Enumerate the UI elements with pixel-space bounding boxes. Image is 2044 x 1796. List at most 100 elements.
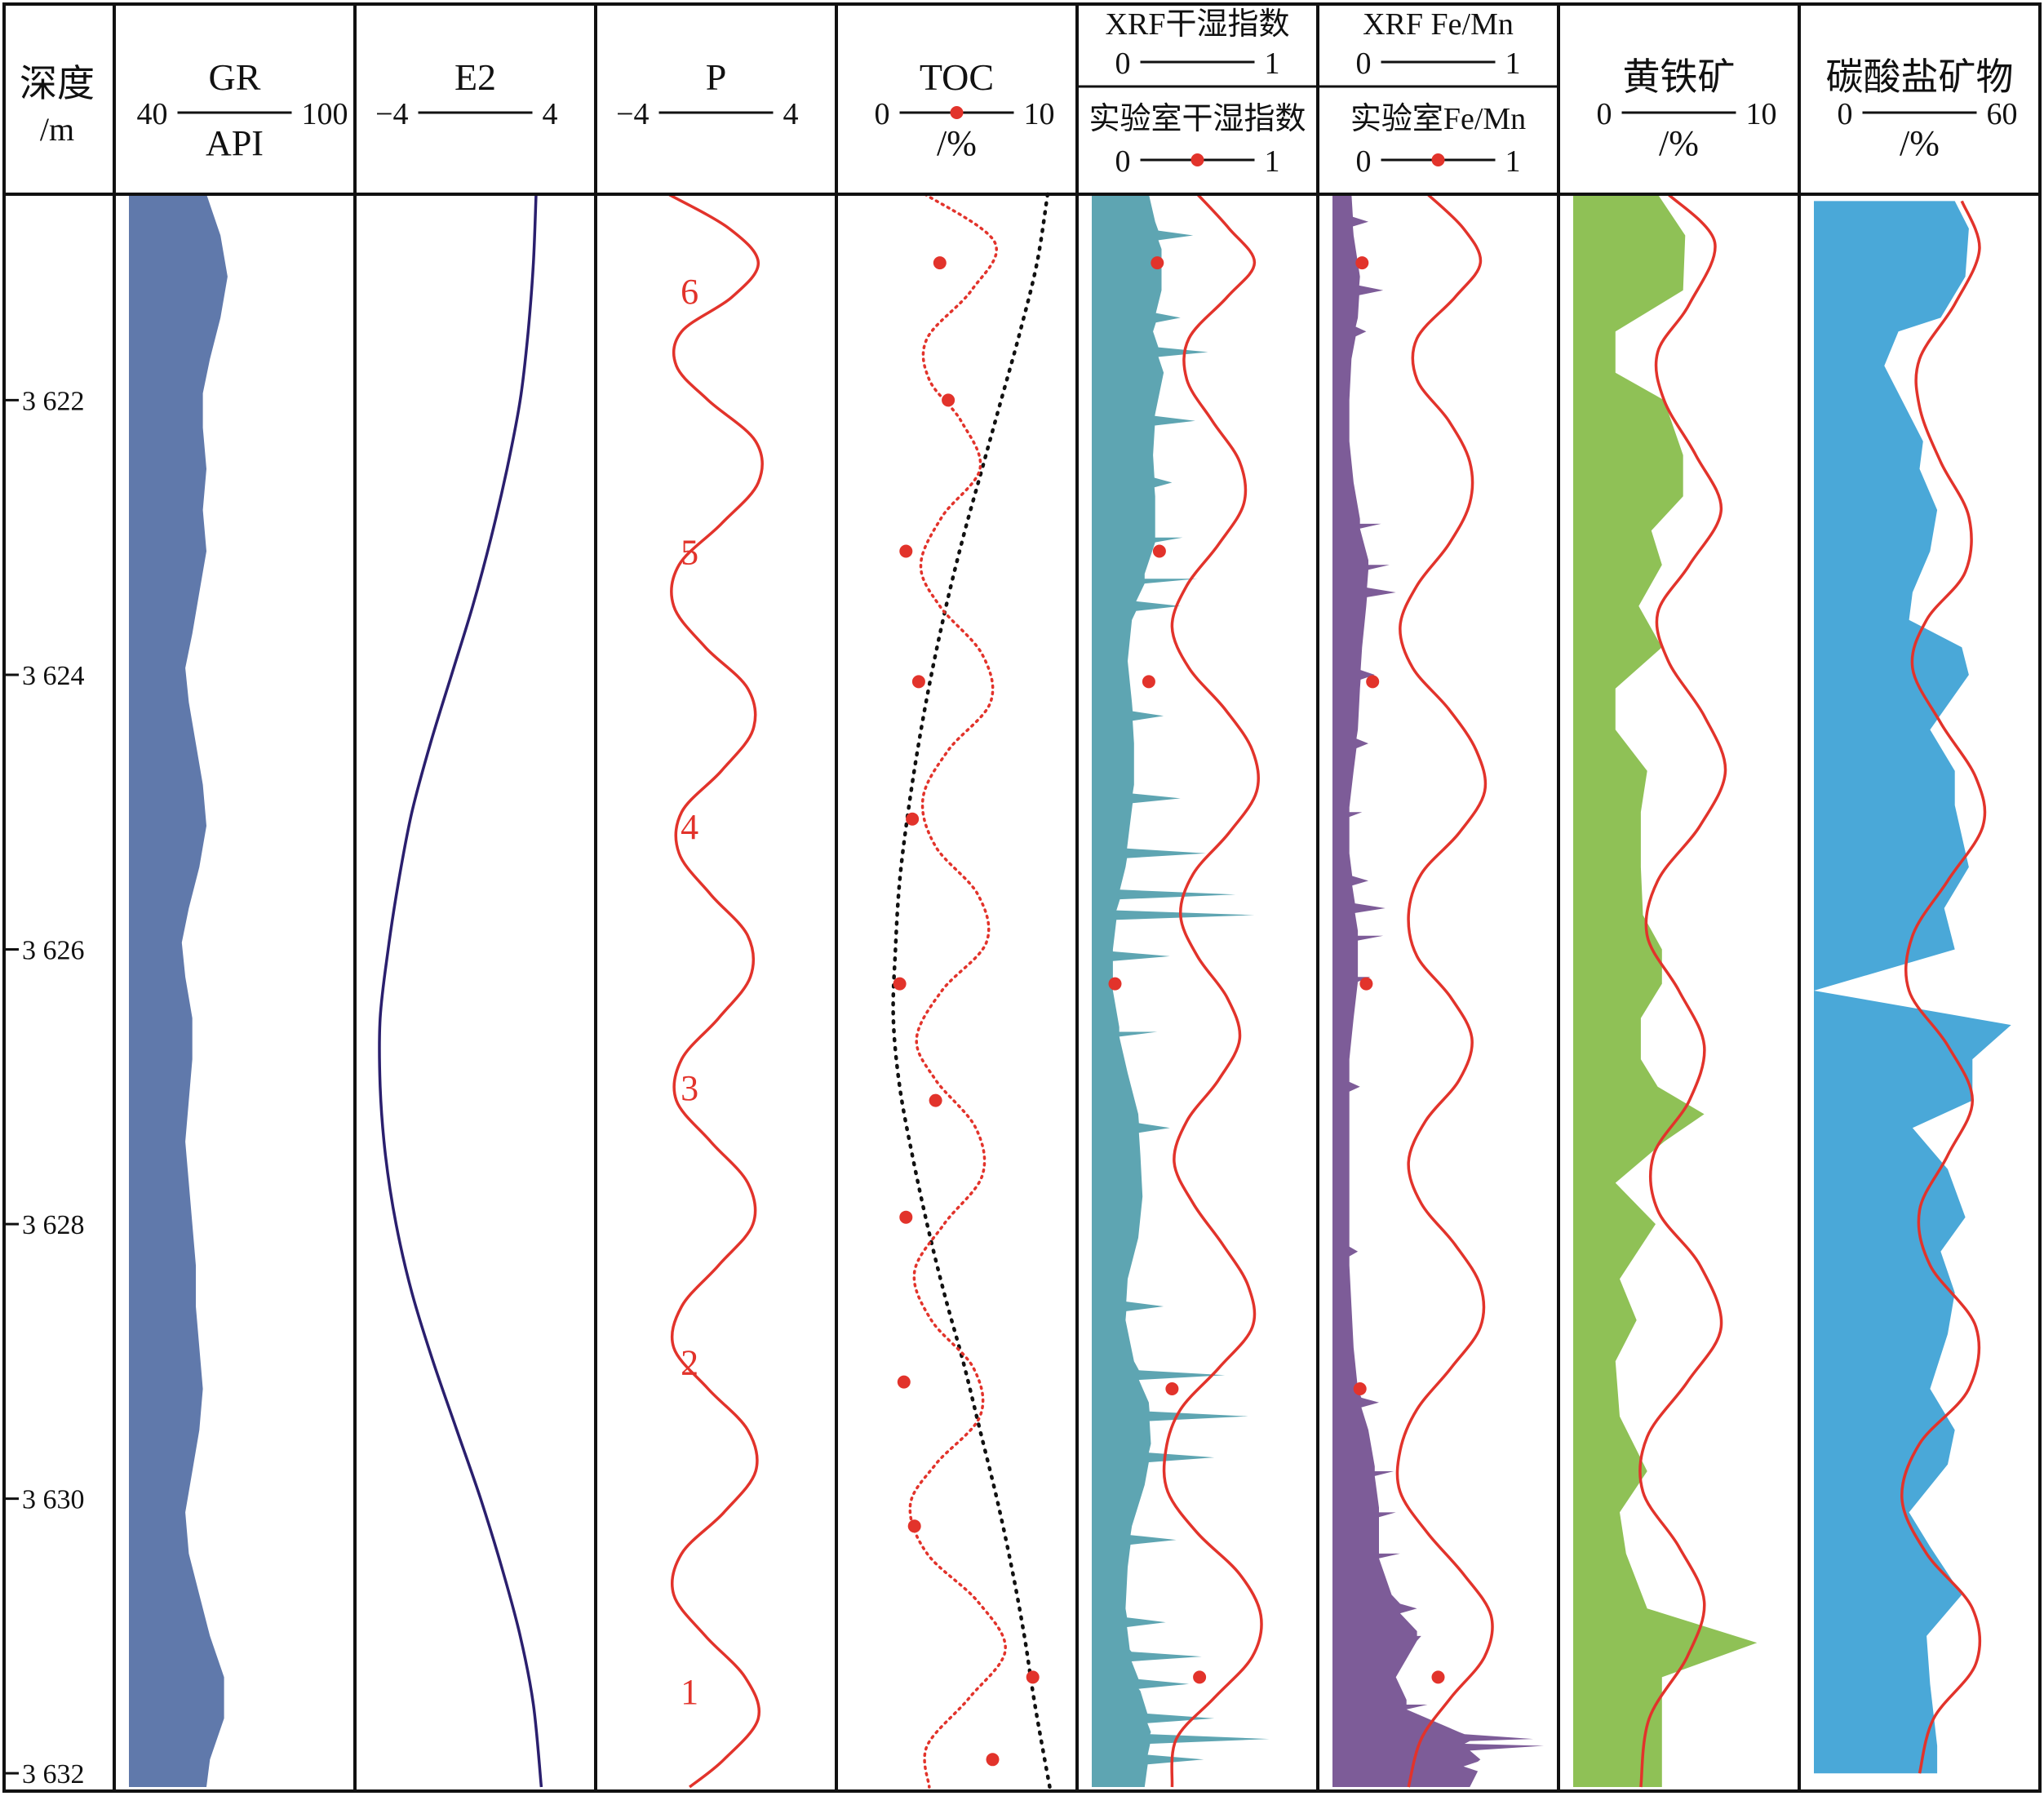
femn-lab-point-0 [1355, 256, 1369, 270]
gr-title: GR [209, 56, 261, 98]
femn-title2: 实验室Fe/Mn [1350, 102, 1526, 136]
toc-lab-point-6 [929, 1093, 942, 1107]
femn-cycle-curve [1395, 193, 1494, 1788]
toc-cycle-dotted [908, 193, 1007, 1789]
pyrite-scale-max: 10 [1746, 97, 1777, 131]
cycle-label-4: 4 [681, 807, 698, 847]
toc-lab-point-0 [933, 256, 947, 270]
carbonate-cycle-curve [1900, 200, 1987, 1774]
depth-axis: 深度 /m 3 622 3 624 3 626 3 628 3 630 3 632 [4, 63, 95, 1789]
femn-scale-max: 1 [1505, 47, 1521, 81]
dry_wet-lab-point-2 [1142, 675, 1155, 689]
cycle-label-2: 2 [681, 1342, 698, 1382]
toc-lab-point-8 [897, 1375, 911, 1389]
depth-tick-label-2: 3 626 [22, 936, 85, 966]
gr-scale-max: 100 [302, 97, 348, 131]
femn-scale-min: 0 [1356, 47, 1372, 81]
dry_wet-xrf-fill [1092, 194, 1270, 1787]
femn-lab-point-3 [1353, 1382, 1367, 1395]
dry_wet-lab-point-1 [1152, 544, 1166, 558]
pyrite-fill-area [1573, 194, 1758, 1787]
toc-title: TOC [920, 56, 994, 98]
dry_wet-lab-point-3 [1108, 977, 1122, 991]
dry_wet-lab-point-5 [1193, 1670, 1207, 1684]
toc-scale-min: 0 [875, 97, 890, 131]
header-p: P −4 4 [616, 56, 798, 131]
toc-lab-point-4 [906, 812, 920, 826]
femn-scale-min-lab: 0 [1356, 144, 1372, 179]
track-pyrite [1573, 193, 1758, 1788]
cycle-label-3: 3 [681, 1068, 698, 1108]
toc-lab-point-2 [899, 544, 913, 558]
e2-scale-max: 4 [543, 97, 558, 131]
depth-label-line1: 深度 [20, 63, 95, 104]
toc-lab-point-11 [986, 1753, 1000, 1767]
toc-scale-max: 10 [1024, 97, 1055, 131]
depth-tick-label-3: 3 628 [22, 1210, 85, 1240]
carbonate-scale-min: 0 [1838, 97, 1853, 131]
pyrite-unit: /% [1659, 123, 1699, 163]
cycle-label-6: 6 [681, 272, 698, 312]
femn-title: XRF Fe/Mn [1363, 7, 1514, 42]
depth-tick-label-0: 3 622 [22, 386, 85, 416]
track-dry_wet [1092, 193, 1270, 1788]
carbonate-unit: /% [1900, 123, 1940, 163]
gr-unit: API [206, 123, 264, 163]
dry_wet-title: XRF干湿指数 [1106, 7, 1290, 42]
depth-tick-label-1: 3 624 [22, 661, 85, 691]
toc-lab-point-7 [899, 1210, 913, 1224]
track-gr [129, 194, 228, 1787]
depth-tick-label-4: 3 630 [22, 1485, 85, 1515]
dry_wet-title2: 实验室干湿指数 [1089, 102, 1306, 136]
femn-xrf-fill [1332, 194, 1544, 1787]
depth-tick-label-5: 3 632 [22, 1759, 85, 1789]
p-title: P [706, 56, 727, 98]
e2-scale-min: −4 [375, 97, 408, 131]
toc-lab-point-10 [1026, 1670, 1040, 1684]
pyrite-scale-min: 0 [1597, 97, 1612, 131]
track-e2 [378, 193, 543, 1788]
track-carbonate [1814, 200, 2011, 1774]
toc-trend-dotted [891, 192, 1052, 1789]
dry_wet-scale-min-lab: 0 [1115, 144, 1131, 179]
carbonate-title: 碳酸盐矿物 [1826, 56, 2014, 98]
track-femn [1332, 193, 1544, 1788]
femn-lab-point-2 [1359, 977, 1373, 991]
header-e2: E2 −4 4 [375, 56, 557, 131]
dry_wet-lab-point-0 [1151, 256, 1164, 270]
dry_wet-scale-max: 1 [1265, 47, 1280, 81]
toc-lab-point-9 [907, 1519, 921, 1533]
cycle-label-5: 5 [681, 533, 698, 573]
p-curve [667, 193, 764, 1789]
dry_wet-scale-min: 0 [1115, 47, 1131, 81]
e2-curve [378, 193, 543, 1788]
dry_wet-cycle-curve [1162, 193, 1263, 1788]
dry_wet-scale-max-lab: 1 [1265, 144, 1280, 179]
cycle-label-1: 1 [681, 1672, 698, 1712]
track-toc [891, 192, 1052, 1789]
header-femn: XRF Fe/Mn 0 1 实验室Fe/Mn 0 1 [1318, 7, 1558, 179]
femn-lab-point-4 [1431, 1670, 1445, 1684]
log-curves: 6 5 4 3 2 1 [129, 192, 2011, 1789]
p-scale-max: 4 [783, 97, 799, 131]
depth-label-line2: /m [40, 111, 74, 148]
toc-lab-point-5 [893, 977, 907, 991]
track-p: 6 5 4 3 2 1 [667, 193, 764, 1789]
p-scale-min: −4 [616, 97, 649, 131]
dry_wet-legend-dot-lab [1190, 153, 1204, 166]
pyrite-title: 黄铁矿 [1623, 56, 1736, 98]
header-toc: TOC 0 10 /% [875, 56, 1055, 163]
header-pyrite: 黄铁矿 0 10 /% [1597, 56, 1777, 163]
gr-fill-area [129, 194, 228, 1787]
header-dry_wet: XRF干湿指数 0 1 实验室干湿指数 0 1 [1077, 7, 1318, 179]
toc-unit: /% [937, 123, 977, 163]
gr-scale-min: 40 [137, 97, 168, 131]
toc-lab-point-1 [942, 393, 955, 407]
dry_wet-lab-point-4 [1165, 1382, 1179, 1395]
